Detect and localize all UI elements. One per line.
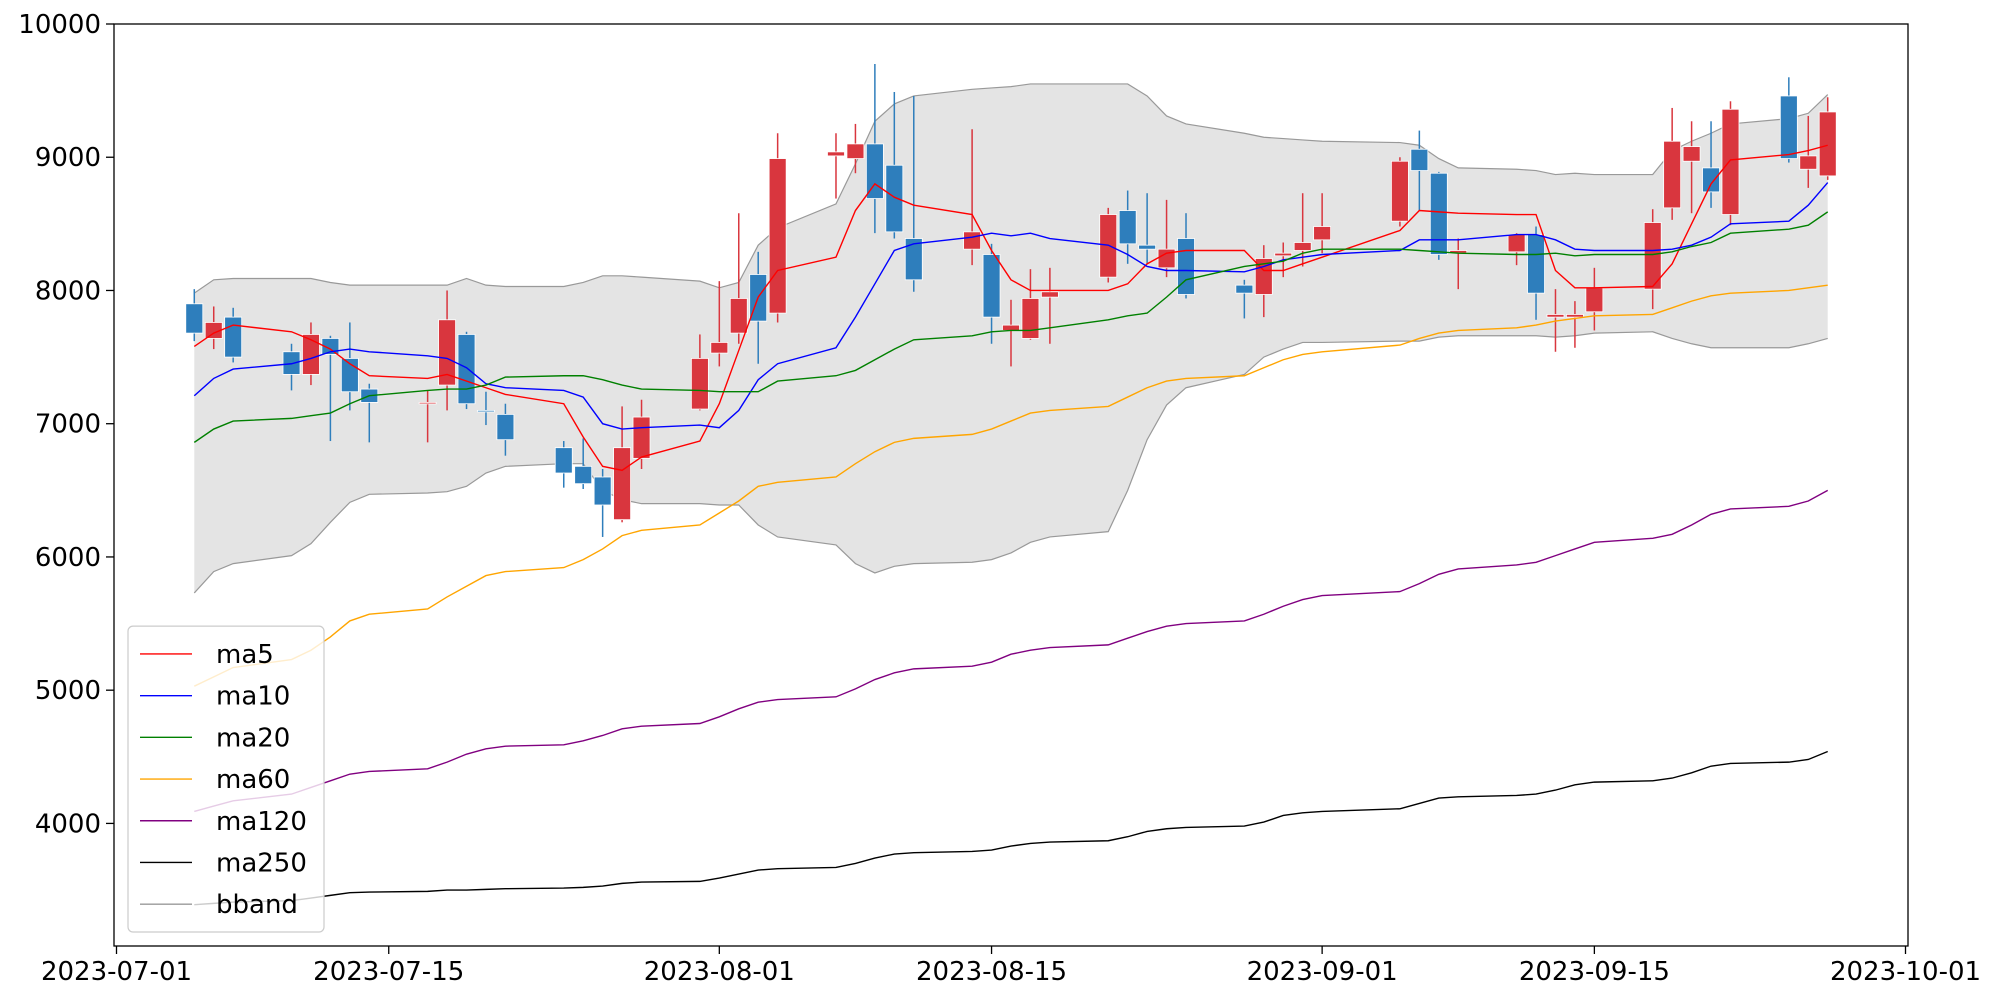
legend-label: ma120	[216, 807, 307, 837]
candle-body	[1118, 210, 1137, 245]
candle-body	[574, 465, 593, 485]
candle-body	[1002, 324, 1020, 331]
candle-body	[885, 164, 904, 233]
candle-body	[1721, 108, 1740, 215]
candle-body	[1429, 172, 1448, 255]
candle-body	[477, 409, 495, 413]
candle-body	[1799, 155, 1818, 170]
candle-body	[1818, 111, 1837, 177]
legend-label: ma20	[216, 723, 290, 753]
candle-body	[1682, 146, 1701, 162]
candle-body	[827, 151, 845, 157]
ma-line	[194, 750, 1828, 906]
legend-box	[127, 625, 325, 933]
candle-body	[632, 416, 651, 459]
y-tick-label: 9000	[35, 143, 101, 173]
candle-body	[1021, 298, 1040, 339]
candle-body	[1293, 242, 1312, 251]
candle-body	[1138, 244, 1157, 250]
legend-label: ma250	[216, 848, 307, 878]
x-tick-label: 2023-08-15	[916, 957, 1067, 987]
candle-body	[613, 447, 631, 521]
candle-body	[846, 143, 865, 159]
candle-body	[1546, 314, 1565, 318]
ma-line	[193, 284, 1828, 687]
y-tick-label: 4000	[35, 809, 101, 839]
candle-body	[1585, 287, 1604, 313]
legend-label: ma60	[216, 765, 290, 795]
candle-body	[768, 158, 787, 314]
y-tick-label: 6000	[35, 543, 101, 573]
candle-body	[1040, 291, 1059, 298]
ma-line	[193, 144, 1828, 472]
band-lower	[193, 331, 1828, 594]
candle-body	[982, 254, 1001, 318]
candle-body	[418, 401, 437, 405]
legend-label: ma5	[216, 640, 274, 670]
candle-body	[185, 303, 204, 334]
candle-body	[690, 358, 709, 410]
candle-body	[457, 334, 476, 405]
candle-body	[1702, 167, 1720, 193]
plot-frame	[113, 23, 1909, 947]
legend-label: bband	[216, 890, 298, 920]
candle-body	[1410, 148, 1429, 171]
candle-body	[1779, 95, 1798, 159]
x-tick-label: 2023-09-01	[1247, 957, 1398, 987]
candle-body	[204, 322, 223, 339]
x-tick-label: 2023-08-01	[644, 957, 795, 987]
candle-body	[904, 238, 923, 281]
x-tick-label: 2023-07-01	[41, 957, 192, 987]
candle-body	[554, 447, 573, 474]
y-tick-label: 5000	[35, 676, 101, 706]
candle-body	[593, 476, 612, 506]
legend: ma5 ma10 ma20 ma60 ma120 ma250 bband	[127, 625, 325, 933]
candle-body	[729, 298, 748, 334]
x-tick-label: 2023-09-15	[1519, 957, 1670, 987]
candle-body	[865, 143, 884, 199]
x-tick-label: 2023-07-15	[313, 957, 464, 987]
ma-line	[194, 489, 1829, 813]
candle-body	[1527, 234, 1545, 294]
candle-body	[224, 316, 243, 358]
candle-body	[1507, 234, 1526, 253]
x-tick-label: 2023-10-01	[1830, 957, 1981, 987]
candle-body	[710, 342, 729, 354]
candle-body	[438, 319, 456, 386]
candle-body	[1177, 238, 1195, 295]
ma-line	[193, 182, 1829, 430]
candle-body	[1663, 140, 1682, 209]
candle-body	[321, 338, 340, 355]
ma-line	[193, 211, 1829, 443]
candle-body	[1235, 284, 1254, 294]
y-tick-label: 10000	[18, 10, 101, 40]
candle-body	[1274, 252, 1293, 257]
y-tick-label: 7000	[35, 410, 101, 440]
candle-body	[496, 413, 515, 441]
band-upper	[193, 83, 1829, 294]
candle-body	[302, 334, 320, 375]
candle-body	[1566, 314, 1584, 318]
plot-area	[185, 63, 1837, 906]
candle-body	[1313, 226, 1332, 241]
legend-label: ma10	[216, 682, 290, 712]
candle-body	[963, 231, 982, 250]
candle-body	[1391, 160, 1409, 222]
y-tick-label: 8000	[35, 276, 101, 306]
candle-body	[1643, 222, 1662, 290]
